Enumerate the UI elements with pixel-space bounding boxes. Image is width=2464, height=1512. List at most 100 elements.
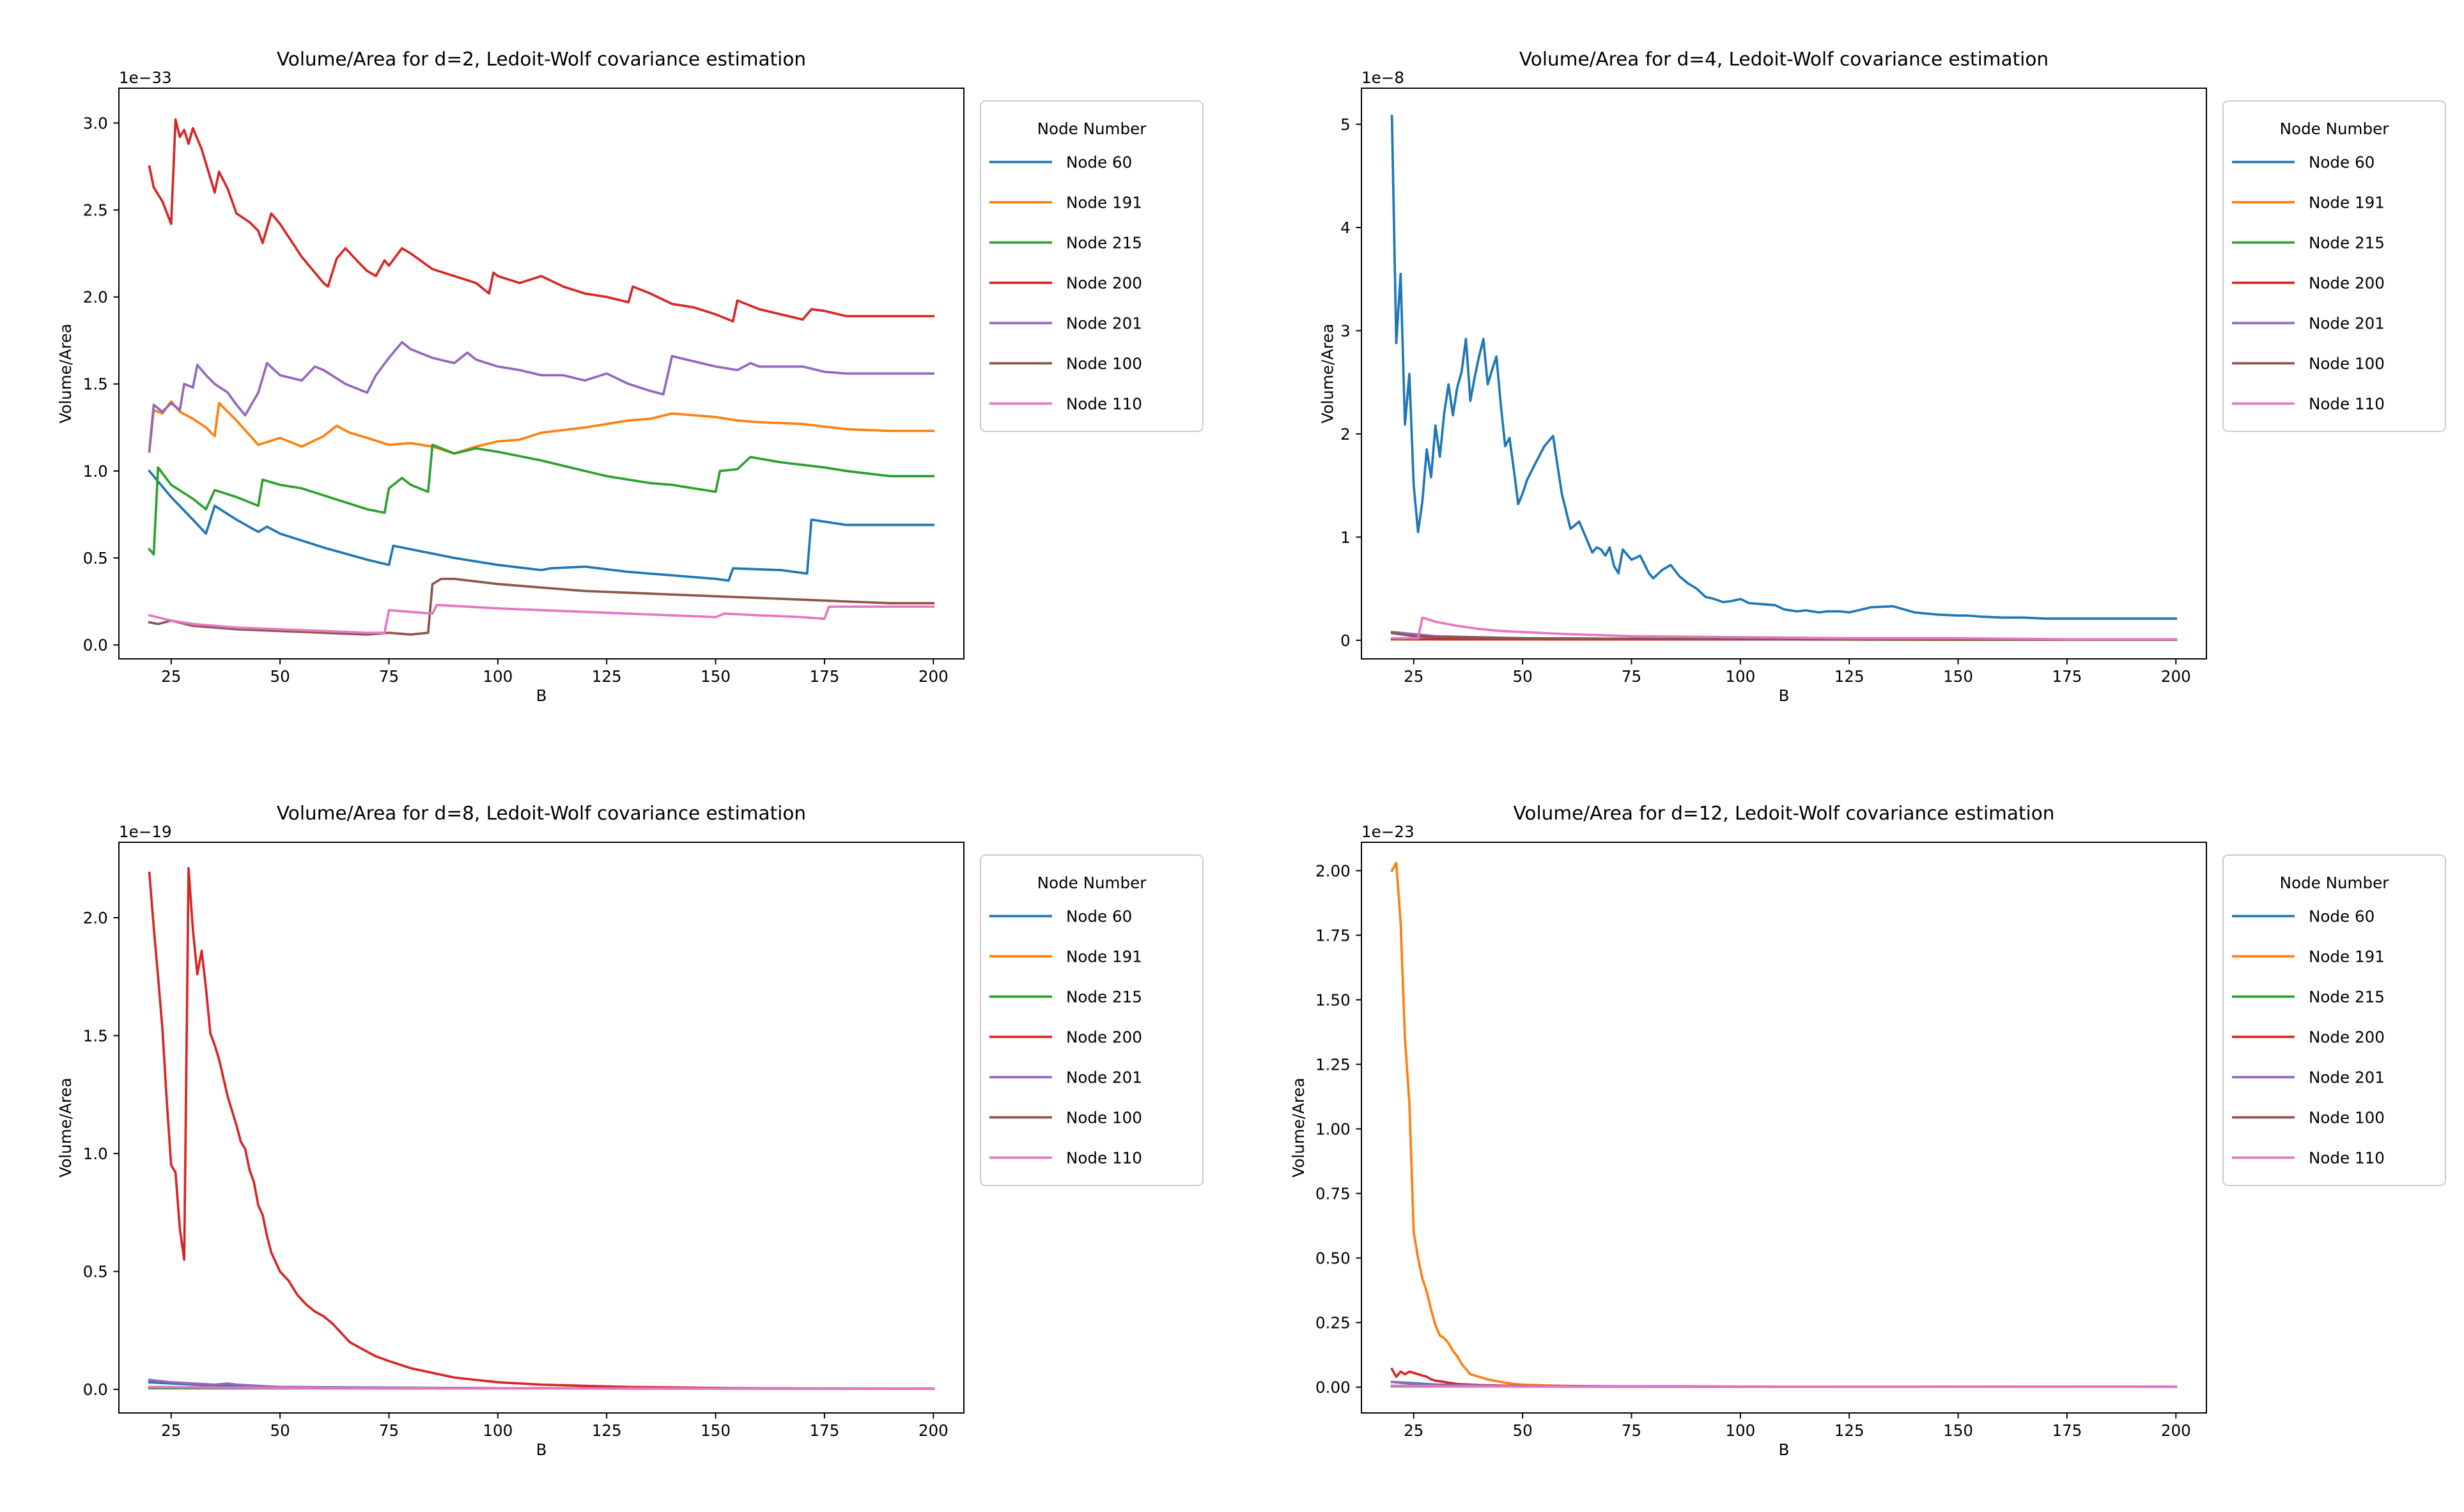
legend-entry-label: Node 200 — [1066, 1028, 1142, 1046]
y-tick-label: 1.0 — [83, 462, 108, 481]
y-tick-label: 4 — [1340, 219, 1351, 237]
x-tick-label: 175 — [2052, 667, 2082, 686]
x-tick-label: 200 — [2161, 667, 2191, 686]
x-tick-label: 75 — [1622, 1421, 1641, 1440]
axes-frame — [118, 88, 965, 660]
legend-entry-label: Node 200 — [2309, 1028, 2385, 1046]
legend-box — [2222, 100, 2446, 432]
x-tick-label: 75 — [379, 667, 399, 686]
x-tick-label: 25 — [1404, 667, 1423, 686]
x-tick-label: 25 — [1404, 1421, 1423, 1440]
y-tick-label: 1.25 — [1315, 1055, 1351, 1074]
plot-area — [148, 118, 935, 636]
series-line-node-60 — [1390, 114, 2178, 620]
legend-entry-label: Node 60 — [2309, 153, 2375, 171]
series-line-node-200 — [148, 118, 935, 323]
chart-panel-2: Volume/Area for d=4, Ledoit-Wolf covaria… — [1319, 49, 2446, 705]
axes-frame — [118, 842, 965, 1414]
x-tick-label: 100 — [1725, 667, 1755, 686]
chart-title: Volume/Area for d=4, Ledoit-Wolf covaria… — [1519, 49, 2049, 70]
x-tick-label: 125 — [592, 1421, 622, 1440]
y-tick-label: 1.5 — [83, 375, 108, 394]
legend-entry-label: Node 191 — [1066, 947, 1142, 966]
chart-panel-3: Volume/Area for d=8, Ledoit-Wolf covaria… — [56, 803, 1204, 1459]
legend-entry-label: Node 200 — [1066, 274, 1142, 292]
series-line-node-110 — [1390, 1384, 2178, 1389]
legend: Node Number Node 60 Node 191 Node 215 Node 2… — [980, 100, 1204, 432]
legend-entry-label: Node 215 — [2309, 987, 2385, 1006]
series-line-node-100 — [148, 577, 935, 636]
series-line-node-60 — [148, 469, 935, 582]
y-tick-label: 0.0 — [83, 636, 108, 654]
series-line-node-191 — [148, 400, 935, 455]
series-line-node-201 — [148, 341, 935, 452]
series-line-node-110 — [1390, 616, 2178, 641]
x-tick-label: 50 — [1512, 1421, 1532, 1440]
legend-entry-label: Node 201 — [2309, 1068, 2385, 1086]
chart-title: Volume/Area for d=8, Ledoit-Wolf covaria… — [277, 803, 806, 824]
x-tick-label: 150 — [701, 667, 731, 686]
y-axis-label: Volume/Area — [1289, 1077, 1308, 1177]
chart-panel-1: Volume/Area for d=2, Ledoit-Wolf covaria… — [56, 49, 1204, 705]
legend-entry-label: Node 100 — [1066, 1108, 1142, 1127]
x-tick-label: 100 — [483, 667, 513, 686]
legend-title: Node Number — [1037, 874, 1147, 892]
legend-entry-label: Node 100 — [1066, 354, 1142, 373]
series-line-node-191 — [1390, 861, 2178, 1389]
y-tick-label: 0.0 — [83, 1380, 108, 1399]
x-tick-label: 50 — [270, 667, 290, 686]
axis-scale-label: 1e−19 — [119, 822, 172, 841]
y-tick-label: 5 — [1340, 115, 1351, 134]
y-tick-label: 3.0 — [83, 114, 108, 132]
y-tick-label: 1.5 — [83, 1026, 108, 1045]
legend-entry-label: Node 201 — [1066, 1068, 1142, 1086]
series-line-node-200 — [148, 867, 935, 1390]
y-axis-label: Volume/Area — [1319, 323, 1337, 423]
y-tick-label: 0.00 — [1315, 1378, 1351, 1396]
y-tick-label: 0 — [1340, 631, 1351, 650]
x-tick-label: 125 — [1834, 667, 1864, 686]
y-axis-label: Volume/Area — [56, 1077, 75, 1177]
axis-scale-label: 1e−23 — [1361, 822, 1414, 841]
legend-box — [980, 100, 1204, 432]
y-tick-label: 0.5 — [83, 1262, 108, 1281]
legend-box — [980, 854, 1204, 1186]
y-tick-label: 0.75 — [1315, 1184, 1351, 1203]
legend-title: Node Number — [2280, 120, 2390, 138]
x-tick-label: 100 — [483, 1421, 513, 1440]
chart-title: Volume/Area for d=12, Ledoit-Wolf covari… — [1514, 803, 2055, 824]
y-tick-label: 1.75 — [1315, 926, 1351, 945]
series-line-node-110 — [148, 1385, 935, 1390]
legend-entry-label: Node 60 — [1066, 153, 1132, 171]
legend-entry-label: Node 60 — [2309, 907, 2375, 925]
legend-entry-label: Node 110 — [2309, 1148, 2385, 1167]
y-tick-label: 2.5 — [83, 201, 108, 219]
x-tick-label: 125 — [592, 667, 622, 686]
y-tick-label: 2 — [1340, 425, 1351, 444]
legend: Node Number Node 60 Node 191 Node 215 Node 2… — [980, 854, 1204, 1186]
series-line-node-100 — [1390, 631, 2178, 641]
legend: Node Number Node 60 Node 191 Node 215 Node 2… — [2222, 854, 2446, 1186]
y-tick-label: 2.00 — [1315, 861, 1351, 880]
legend-entry-label: Node 201 — [1066, 314, 1142, 332]
legend-entry-label: Node 191 — [2309, 193, 2385, 212]
legend-entry-label: Node 191 — [2309, 947, 2385, 966]
x-tick-label: 200 — [918, 1421, 949, 1440]
legend-title: Node Number — [1037, 120, 1147, 138]
legend-entry-label: Node 191 — [1066, 193, 1142, 212]
x-tick-label: 175 — [2052, 1421, 2082, 1440]
x-tick-label: 25 — [161, 1421, 181, 1440]
y-tick-label: 0.5 — [83, 549, 108, 567]
y-tick-label: 1.00 — [1315, 1120, 1351, 1138]
legend-entry-label: Node 201 — [2309, 314, 2385, 332]
legend-title: Node Number — [2280, 874, 2390, 892]
legend-box — [2222, 854, 2446, 1186]
y-tick-label: 0.25 — [1315, 1313, 1351, 1332]
axis-scale-label: 1e−8 — [1361, 68, 1404, 87]
legend-entry-label: Node 110 — [1066, 1148, 1142, 1167]
y-tick-label: 2.0 — [83, 909, 108, 927]
x-tick-label: 125 — [1834, 1421, 1864, 1440]
x-tick-label: 175 — [809, 1421, 839, 1440]
x-tick-label: 25 — [161, 667, 181, 686]
legend-entry-label: Node 215 — [2309, 233, 2385, 252]
